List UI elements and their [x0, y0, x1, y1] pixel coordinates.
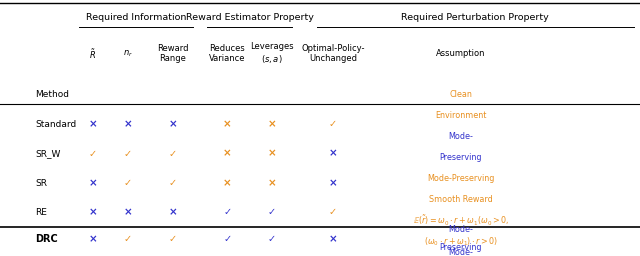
Text: ×: × — [268, 148, 276, 159]
Text: Assumption: Assumption — [436, 49, 486, 58]
Text: ×: × — [88, 178, 97, 188]
Text: ✓: ✓ — [268, 207, 276, 218]
Text: ✓: ✓ — [329, 207, 337, 218]
Text: RE: RE — [35, 208, 47, 217]
Text: ×: × — [328, 148, 337, 159]
Text: Smooth Reward: Smooth Reward — [429, 195, 493, 204]
Text: Required Perturbation Property: Required Perturbation Property — [401, 13, 549, 23]
Text: ✓: ✓ — [124, 178, 132, 188]
Text: ×: × — [268, 178, 276, 188]
Text: ✓: ✓ — [329, 119, 337, 129]
Text: Preserving: Preserving — [440, 243, 482, 252]
Text: Mode-: Mode- — [449, 132, 473, 141]
Text: ×: × — [328, 234, 337, 244]
Text: Optimal-Policy-
Unchanged: Optimal-Policy- Unchanged — [301, 44, 365, 63]
Text: Mode-: Mode- — [449, 248, 473, 256]
Text: $\tilde{R}$: $\tilde{R}$ — [89, 47, 97, 61]
Text: ×: × — [223, 148, 232, 159]
Text: ✓: ✓ — [268, 234, 276, 244]
Text: Clean: Clean — [449, 90, 472, 99]
Text: Mode-Preserving: Mode-Preserving — [427, 174, 495, 183]
Text: SR: SR — [35, 178, 47, 188]
Text: SR_W: SR_W — [35, 149, 61, 158]
Text: ×: × — [168, 119, 177, 129]
Text: ×: × — [124, 207, 132, 218]
Text: Reward
Range: Reward Range — [157, 44, 189, 63]
Text: ✓: ✓ — [169, 234, 177, 244]
Text: ✓: ✓ — [169, 178, 177, 188]
Text: $(\omega_0 \cdot r + \omega_1) \cdot r > 0)$: $(\omega_0 \cdot r + \omega_1) \cdot r >… — [424, 236, 498, 248]
Text: ×: × — [124, 119, 132, 129]
Text: ×: × — [328, 178, 337, 188]
Text: ×: × — [223, 119, 232, 129]
Text: ×: × — [88, 234, 97, 244]
Text: Mode-: Mode- — [449, 225, 473, 234]
Text: Environment: Environment — [435, 111, 486, 120]
Text: Standard: Standard — [35, 120, 76, 129]
Text: ✓: ✓ — [124, 234, 132, 244]
Text: $\mathbb{E}(\tilde{r}) = \omega_0 \cdot r + \omega_1(\omega_0 > 0,$: $\mathbb{E}(\tilde{r}) = \omega_0 \cdot … — [413, 214, 509, 228]
Text: $n_r$: $n_r$ — [123, 48, 133, 59]
Text: ×: × — [268, 119, 276, 129]
Text: Reward Estimator Property: Reward Estimator Property — [186, 13, 314, 23]
Text: Required Information: Required Information — [86, 13, 186, 23]
Text: ✓: ✓ — [169, 148, 177, 159]
Text: ×: × — [223, 178, 232, 188]
Text: ×: × — [88, 207, 97, 218]
Text: ✓: ✓ — [223, 207, 231, 218]
Text: ×: × — [168, 207, 177, 218]
Text: ✓: ✓ — [223, 234, 231, 244]
Text: DRC: DRC — [35, 234, 58, 244]
Text: ✓: ✓ — [89, 148, 97, 159]
Text: Reduces
Variance: Reduces Variance — [209, 44, 246, 63]
Text: ×: × — [88, 119, 97, 129]
Text: Leverages
$(s,a)$: Leverages $(s,a)$ — [250, 42, 294, 65]
Text: Preserving: Preserving — [440, 153, 482, 162]
Text: ✓: ✓ — [124, 148, 132, 159]
Text: Method: Method — [35, 90, 69, 99]
